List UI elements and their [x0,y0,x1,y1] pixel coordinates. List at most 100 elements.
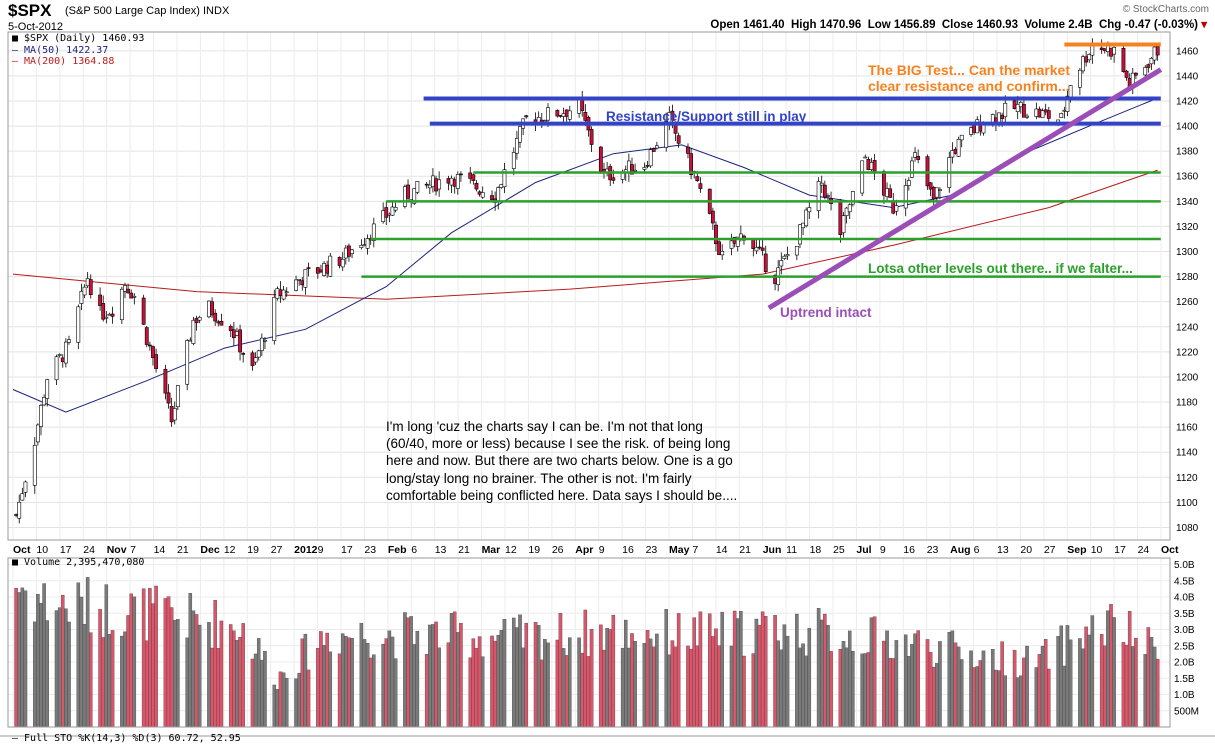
volume-bar-up [779,649,784,728]
volume-bar-up [499,630,504,728]
volume-bar-down [599,624,603,728]
candle-down [763,253,768,272]
volume-bar-up [935,663,939,728]
volume-bar-down [1084,626,1088,728]
volume-bar-up [1025,645,1029,728]
candle-down [1121,47,1126,72]
volume-bar-down [406,617,410,728]
volume-bar-down [602,649,606,728]
volume-bar-down [110,630,115,728]
volume-bar-down [452,611,457,728]
candle-up [275,288,280,299]
volume-bar-up [1062,665,1067,728]
volume-bar-down [717,645,721,728]
volume-bar-down [953,642,958,728]
candle-down [866,159,871,171]
candle-down [524,115,529,118]
tick-labels: 1080110011201140116011801200122012401260… [13,46,1199,717]
volume-bar-down [306,669,311,728]
volume-bar-up [735,618,740,728]
x-tick-label: 9 [318,544,324,556]
volume-bar-up [959,659,964,728]
candle-up [735,236,740,247]
candle-up [322,262,326,276]
annotation-resistance: Resistance/Support still in play [606,109,807,124]
candle-up [263,339,267,342]
candle-up [35,424,40,443]
candle-down [241,353,246,355]
candle-down [231,329,236,339]
candle-down [583,111,588,121]
volume-bar-up [191,610,196,728]
annotation-big-test-2: clear resistance and confirm... [868,78,1070,94]
volume-bar-down [555,639,560,728]
volume-bar-up [365,643,370,728]
x-tick-label: 21 [739,544,751,556]
candle-up [253,357,258,363]
volume-bar-down [459,623,463,728]
annotation-levels: Lotsa other levels out there.. if we fal… [868,261,1133,276]
volume-bar-up [120,635,124,728]
candle-up [76,306,81,343]
volume-bar-down [838,648,843,728]
volume-label: Volume [1024,19,1066,31]
candle-up [23,481,28,493]
volume-bar-down [972,667,976,728]
candle-down [213,312,218,322]
candle-down [278,289,283,296]
volume-bar-up [387,630,392,728]
volume-bar-up [1087,634,1091,728]
candle-down [822,184,827,198]
volume-bar-up [885,630,889,728]
candle-down [110,313,115,317]
candle-up [82,286,87,296]
credit-label: © StockCharts.com [1122,4,1209,15]
candle-up [782,255,787,259]
volume-bar-up [869,617,874,728]
candle-up [85,278,90,287]
volume-bar-up [543,639,547,728]
candle-down [238,329,242,353]
candle-up [844,207,849,216]
annotation-uptrend: Uptrend intact [780,305,872,320]
volume-bar-up [950,630,955,728]
volume-bar-up [648,638,653,728]
candle-down [882,171,886,196]
candle-up [959,134,964,141]
candle-down [1155,46,1160,56]
volume-bar-up [801,643,805,728]
candle-up [542,120,547,122]
x-tick-label: 18 [810,544,822,556]
volume-bar-down [278,671,283,728]
candle-down [1109,48,1113,57]
ticker-symbol: $SPX [8,1,52,20]
candle-down [384,207,389,218]
volume-bar-down [477,636,482,728]
candle-up [17,501,22,519]
volume-bar-up [624,619,628,728]
volume-bar-up [568,637,572,728]
volume-bar-down [129,593,133,728]
volume-bar-down [533,622,538,728]
candle-up [819,182,824,186]
candle-down [88,279,93,295]
candle-down [564,109,569,117]
volume-bar-down [1109,604,1113,728]
candle-up [427,184,432,189]
candle-down [306,267,311,269]
candle-down [931,187,936,200]
candle-down [144,327,149,345]
x-tick-label: 9 [599,544,605,556]
volume-bar-up [431,624,435,728]
volume-bar-up [776,640,780,728]
x-tick-label: 25 [833,544,845,556]
candle-down [101,303,106,320]
candle-up [281,289,286,300]
volume-bar-down [608,629,612,728]
x-tick-label: 9 [880,544,886,556]
price-tick-label: 1460 [1176,46,1199,57]
volume-bar-up [841,641,846,728]
candle-up [798,224,802,245]
volume-bar-down [742,655,746,728]
candle-down [611,177,616,181]
